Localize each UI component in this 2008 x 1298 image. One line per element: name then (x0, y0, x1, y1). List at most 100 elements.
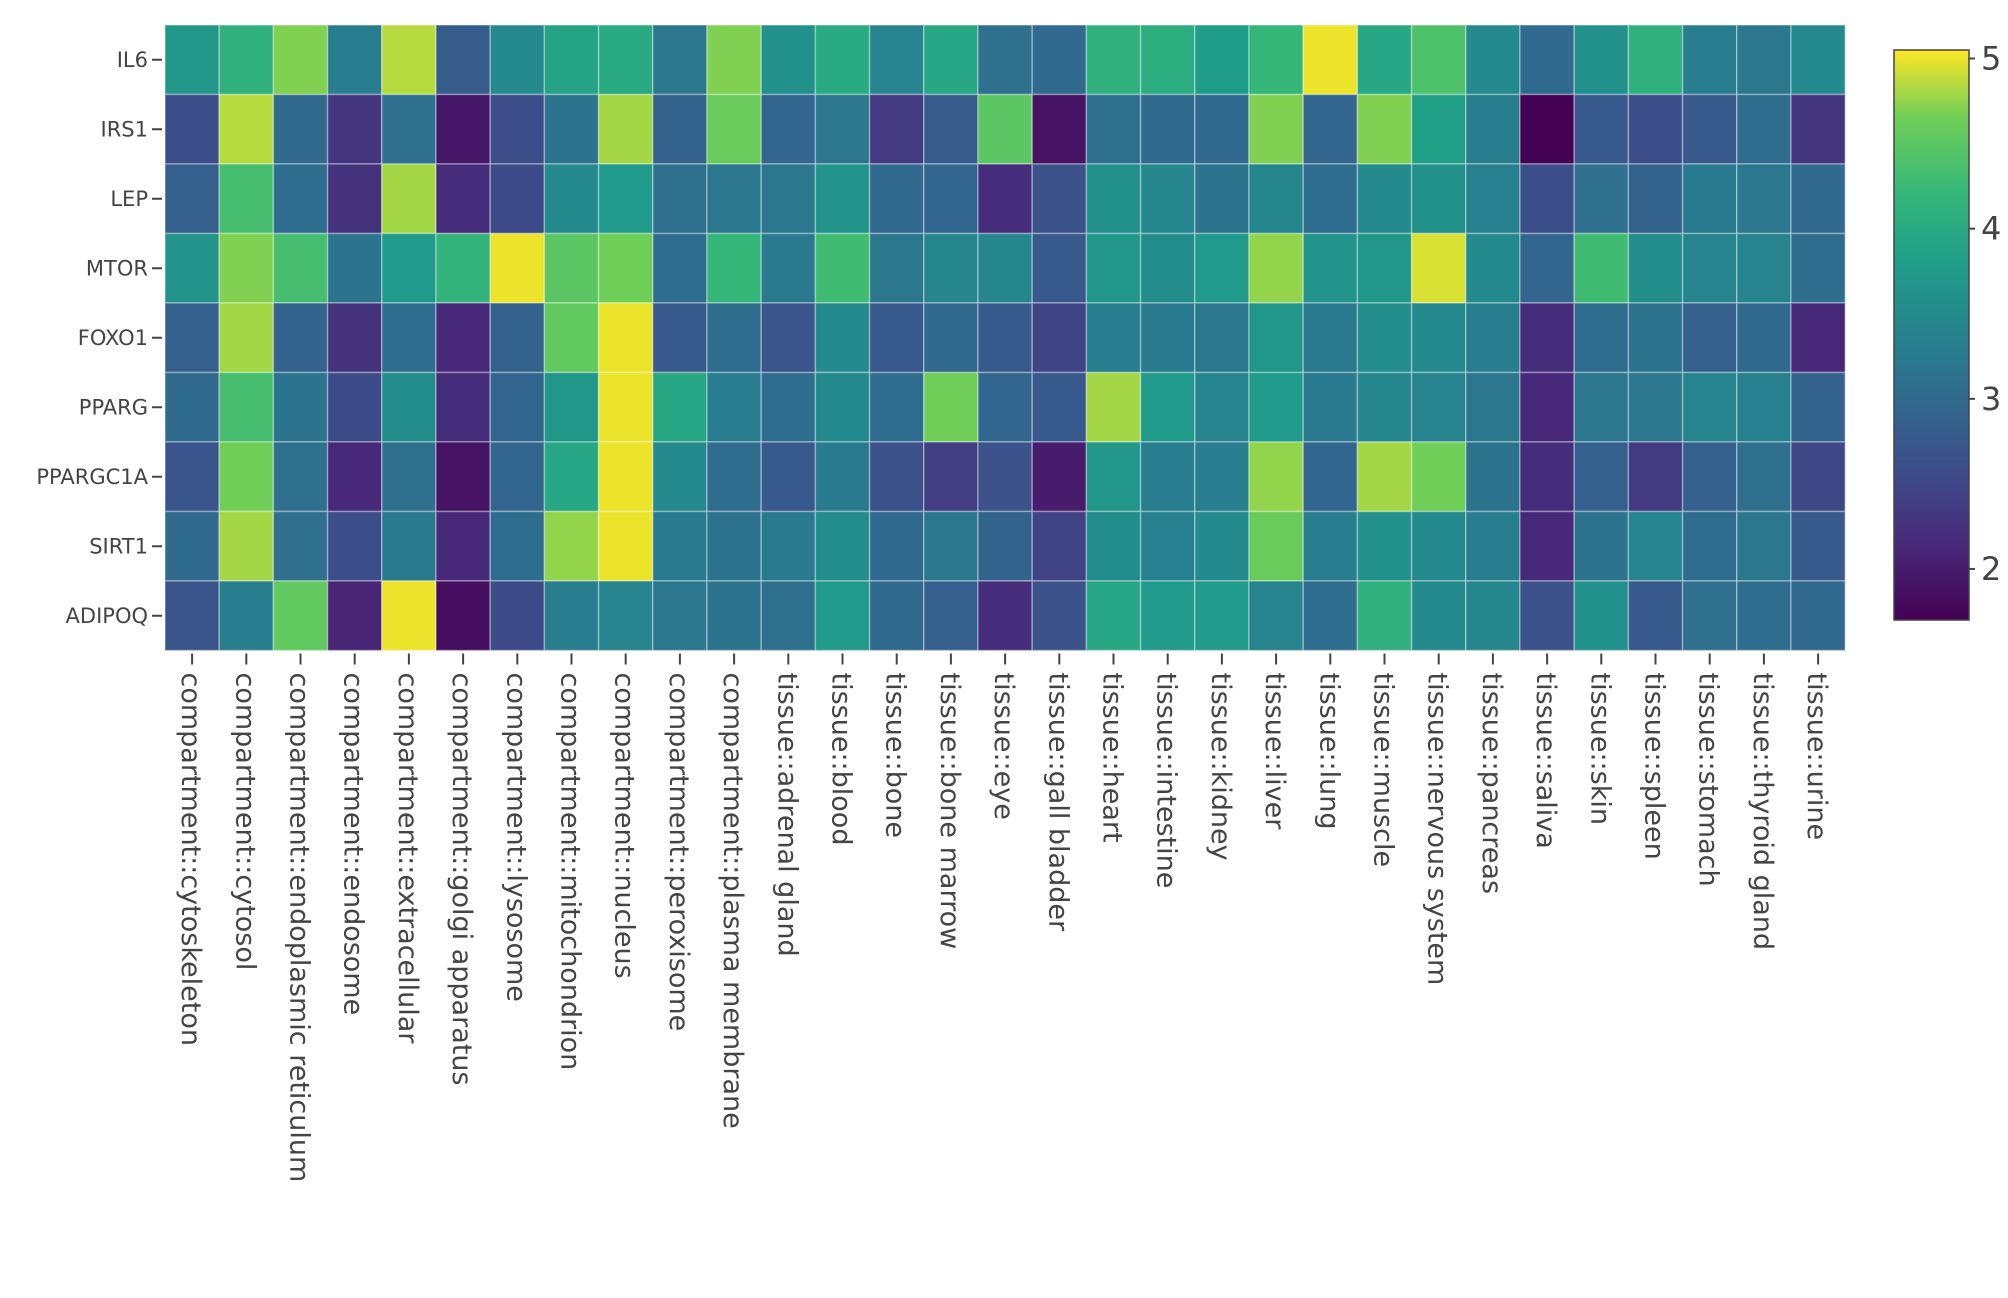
heatmap-cell (868, 302, 925, 374)
heatmap-cell (164, 302, 220, 374)
heatmap-cell (868, 163, 925, 235)
heatmap-cell (652, 24, 708, 96)
heatmap-cell (1681, 163, 1738, 235)
heatmap-cell (381, 302, 437, 374)
heatmap-cell (1465, 441, 1521, 513)
heatmap-cell (760, 510, 817, 582)
x-tick-label: tissue::saliva (1530, 673, 1561, 849)
heatmap-cell (1031, 93, 1088, 165)
heatmap-cell (272, 163, 329, 235)
heatmap-cell (1302, 93, 1359, 165)
x-tick-label: tissue::heart (1097, 673, 1128, 843)
heatmap-cell (652, 163, 708, 235)
x-tick-label: tissue::bone marrow (934, 673, 965, 950)
heatmap-cell (923, 580, 979, 652)
heatmap-cell (543, 302, 600, 374)
heatmap-cell (543, 232, 600, 304)
heatmap-cell (1465, 232, 1521, 304)
heatmap-cell (1627, 510, 1684, 582)
heatmap-cell (868, 441, 925, 513)
heatmap-cell (1031, 510, 1088, 582)
heatmap-cell (706, 510, 762, 582)
heatmap-cell (272, 371, 329, 443)
heatmap-cell (326, 302, 383, 374)
heatmap-cell (435, 580, 491, 652)
heatmap-cell (977, 24, 1033, 96)
heatmap-cell (1031, 163, 1088, 235)
heatmap-cell (814, 163, 871, 235)
heatmap-cell (1519, 580, 1575, 652)
heatmap-cell (1410, 24, 1467, 96)
heatmap-cell (1573, 302, 1630, 374)
x-tick-label: tissue::skin (1584, 673, 1615, 825)
heatmap-cell (923, 24, 979, 96)
heatmap-cell (868, 510, 925, 582)
y-tick-label: PPARGC1A (36, 465, 148, 489)
heatmap-cell (164, 24, 220, 96)
heatmap-cell (543, 24, 600, 96)
heatmap-cell (1302, 232, 1359, 304)
heatmap-cell (1519, 93, 1575, 165)
heatmap-cell (760, 232, 817, 304)
colorbar-tick-label: 2 (1981, 550, 2001, 588)
heatmap-cell (1627, 232, 1684, 304)
heatmap-cell (1736, 24, 1792, 96)
heatmap-cell (543, 510, 600, 582)
x-tick-label: tissue::intestine (1151, 673, 1182, 889)
heatmap-cell (706, 441, 762, 513)
heatmap-cell (272, 24, 329, 96)
heatmap-cell (1194, 163, 1250, 235)
heatmap-cell (1681, 441, 1738, 513)
heatmap-cell (1681, 580, 1738, 652)
heatmap-cell (1681, 510, 1738, 582)
colorbar-tick-label: 4 (1981, 210, 2001, 248)
heatmap-cell (1573, 371, 1630, 443)
heatmap-cell (272, 510, 329, 582)
x-tick-label: compartment::nucleus (609, 673, 640, 979)
heatmap-cell (1085, 580, 1142, 652)
heatmap-cell (1465, 510, 1521, 582)
heatmap-cell (1139, 93, 1196, 165)
heatmap-cell (489, 510, 546, 582)
x-tick-label: tissue::muscle (1368, 673, 1399, 868)
x-tick-label: tissue::liver (1259, 673, 1290, 831)
heatmap-cell (489, 24, 546, 96)
heatmap-cell (1410, 580, 1467, 652)
heatmap-cell (543, 93, 600, 165)
x-tick-label: tissue::pancreas (1476, 673, 1507, 895)
heatmap-cell (1139, 24, 1196, 96)
heatmap-cell (760, 302, 817, 374)
heatmap-cell (1410, 510, 1467, 582)
heatmap-cell (1736, 580, 1792, 652)
heatmap-cell (1627, 93, 1684, 165)
heatmap-cell (1790, 510, 1846, 582)
heatmap-cell (543, 580, 600, 652)
heatmap-cell (381, 93, 437, 165)
heatmap-cell (1790, 24, 1846, 96)
heatmap-cell (923, 441, 979, 513)
heatmap-cell (326, 93, 383, 165)
x-tick-label: tissue::bone (880, 673, 911, 839)
heatmap-cell (1519, 163, 1575, 235)
x-axis: compartment::cytoskeleton compartment::cy… (175, 653, 1832, 1182)
heatmap-cell (1410, 441, 1467, 513)
heatmap-cell (489, 441, 546, 513)
heatmap-cell (1194, 302, 1250, 374)
heatmap-cell (164, 163, 220, 235)
heatmap-cell (435, 510, 491, 582)
heatmap-cell (218, 302, 275, 374)
y-tick-label: MTOR (86, 256, 148, 280)
heatmap-cell (381, 163, 437, 235)
heatmap-cell (1194, 580, 1250, 652)
heatmap-cell (868, 371, 925, 443)
heatmap-cell (1519, 232, 1575, 304)
heatmap-cell (652, 510, 708, 582)
heatmap-cell (1031, 24, 1088, 96)
heatmap-cell (760, 93, 817, 165)
heatmap-cell (923, 302, 979, 374)
heatmap-cell (923, 232, 979, 304)
heatmap-cell (1627, 163, 1684, 235)
y-tick-label: PPARG (79, 395, 148, 419)
heatmap-cell (1790, 163, 1846, 235)
